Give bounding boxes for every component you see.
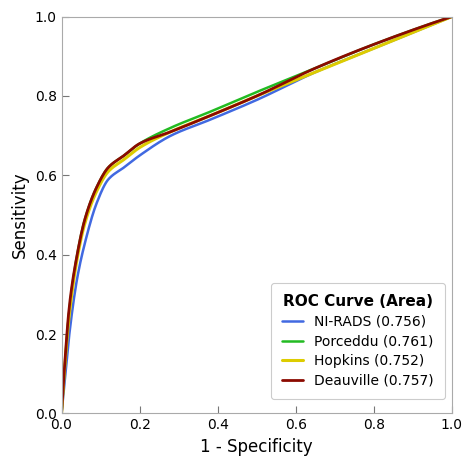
Deauville (0.757) [244, 98, 250, 103]
NI-RADS (0.756) [246, 100, 252, 106]
Deauville (0.757) [246, 97, 252, 102]
Deauville (0.757) [379, 39, 384, 44]
Deauville (0.757) [440, 17, 446, 22]
Line: Porceddu (0.761): Porceddu (0.761) [62, 17, 452, 413]
Y-axis label: Sensitivity: Sensitivity [11, 172, 29, 258]
Line: Deauville (0.757): Deauville (0.757) [62, 17, 452, 413]
Hopkins (0.752) [270, 86, 275, 92]
NI-RADS (0.756) [440, 18, 446, 23]
Deauville (0.757) [270, 85, 275, 91]
NI-RADS (0.756) [291, 79, 297, 85]
Legend: NI-RADS (0.756), Porceddu (0.761), Hopkins (0.752), Deauville (0.757): NI-RADS (0.756), Porceddu (0.761), Hopki… [271, 283, 445, 399]
Hopkins (0.752) [379, 42, 384, 48]
Porceddu (0.761) [449, 14, 455, 20]
Porceddu (0.761) [244, 93, 250, 99]
Porceddu (0.761) [59, 410, 64, 416]
Hopkins (0.752) [449, 14, 455, 20]
Deauville (0.757) [449, 14, 455, 20]
Hopkins (0.752) [244, 97, 250, 103]
NI-RADS (0.756) [270, 90, 275, 95]
NI-RADS (0.756) [59, 410, 64, 416]
Hopkins (0.752) [246, 96, 252, 102]
Porceddu (0.761) [270, 83, 275, 88]
Deauville (0.757) [291, 75, 297, 81]
Porceddu (0.761) [291, 74, 297, 80]
Hopkins (0.752) [440, 18, 446, 23]
Deauville (0.757) [59, 410, 64, 416]
NI-RADS (0.756) [449, 14, 455, 20]
Hopkins (0.752) [291, 78, 297, 84]
Line: Hopkins (0.752): Hopkins (0.752) [62, 17, 452, 413]
NI-RADS (0.756) [244, 101, 250, 107]
Porceddu (0.761) [379, 39, 384, 44]
NI-RADS (0.756) [379, 42, 384, 48]
Porceddu (0.761) [440, 17, 446, 22]
Porceddu (0.761) [246, 92, 252, 98]
Line: NI-RADS (0.756): NI-RADS (0.756) [62, 17, 452, 413]
X-axis label: 1 - Specificity: 1 - Specificity [201, 438, 313, 456]
Hopkins (0.752) [59, 410, 64, 416]
